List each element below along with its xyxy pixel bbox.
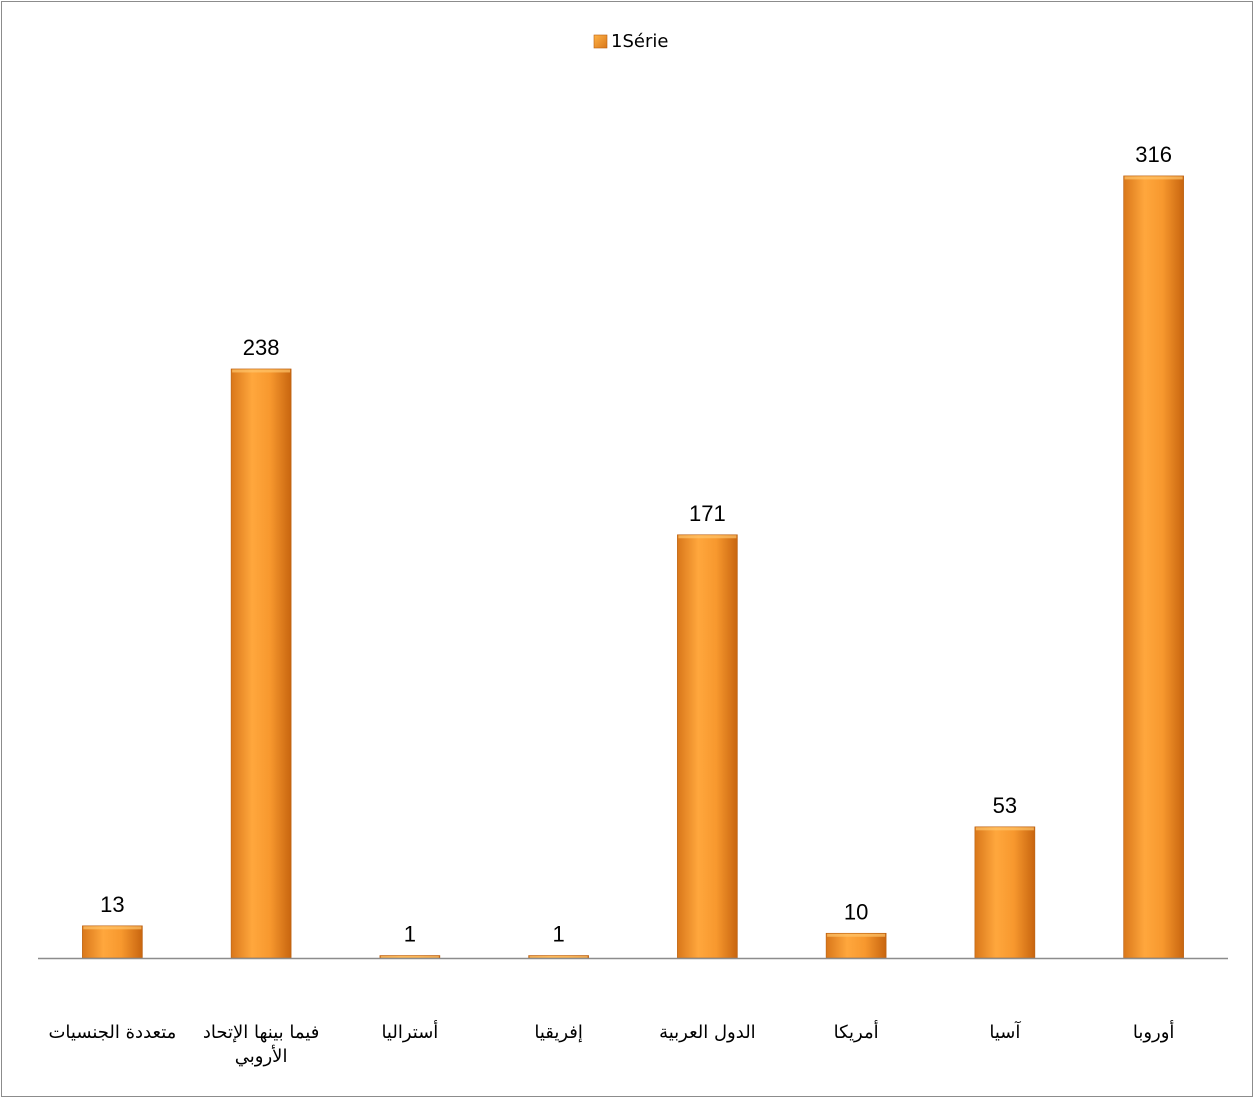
category-label: آسيا bbox=[989, 1020, 1021, 1043]
bar-highlight bbox=[83, 926, 142, 930]
bar-6 bbox=[825, 932, 887, 959]
bar-highlight bbox=[827, 933, 886, 937]
bar-7 bbox=[974, 826, 1036, 959]
bar-highlight bbox=[1124, 176, 1183, 180]
data-label: 171 bbox=[689, 501, 726, 526]
bar-1 bbox=[82, 925, 143, 959]
category-label: فيما بينها الإتحاد bbox=[203, 1022, 319, 1043]
legend-swatch bbox=[593, 34, 608, 49]
bar-highlight bbox=[380, 956, 439, 959]
category-label: الأروبي bbox=[235, 1045, 288, 1067]
bar-8 bbox=[1123, 175, 1184, 959]
category-labels-group: متعددة الجنسيات فيما بينها الإتحادالأروبي… bbox=[48, 1020, 1174, 1067]
bar-highlight bbox=[232, 369, 291, 373]
data-label: 10 bbox=[844, 899, 868, 924]
bars-group bbox=[82, 175, 1184, 959]
category-label: أستراليا bbox=[381, 1020, 438, 1043]
category-label: أمريكا bbox=[834, 1020, 879, 1043]
legend-label: 1Série bbox=[611, 31, 668, 52]
data-label: 1 bbox=[553, 922, 565, 947]
category-label: إفريقيا bbox=[534, 1022, 583, 1043]
bar-5 bbox=[677, 534, 738, 959]
category-label: الدول العربية bbox=[659, 1022, 756, 1043]
data-label: 1 bbox=[404, 922, 416, 947]
legend: 1Série bbox=[593, 31, 668, 52]
category-label: أوروبا bbox=[1133, 1020, 1175, 1043]
bar-2 bbox=[230, 368, 292, 959]
value-labels-group: 13 238 1 1 171 10 53 316 bbox=[100, 142, 1172, 947]
data-label: 13 bbox=[100, 892, 124, 917]
bar-highlight bbox=[529, 956, 588, 959]
category-label: متعددة الجنسيات bbox=[48, 1022, 176, 1043]
bar-highlight bbox=[975, 827, 1034, 831]
data-label: 316 bbox=[1135, 142, 1172, 167]
bar-highlight bbox=[678, 535, 737, 539]
data-label: 53 bbox=[993, 793, 1017, 818]
data-label: 238 bbox=[243, 335, 280, 360]
